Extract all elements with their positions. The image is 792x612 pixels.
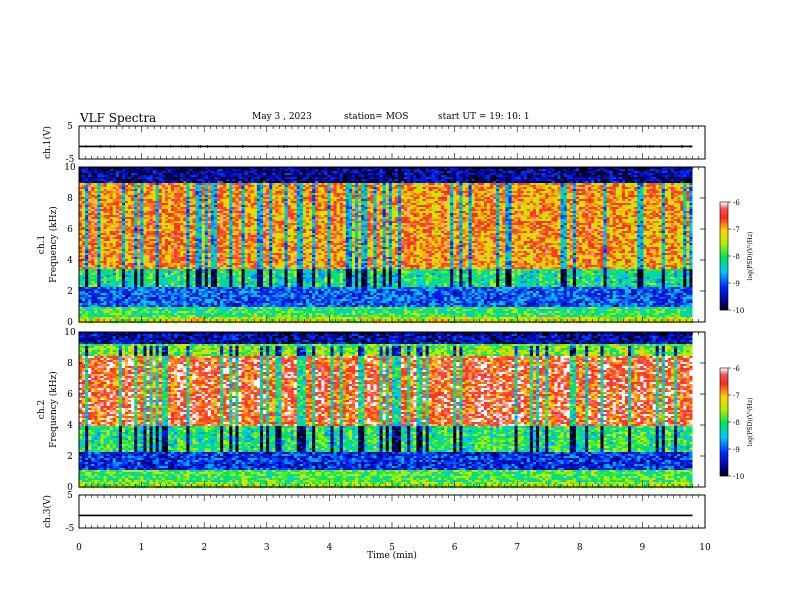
y-tick-label: 2 bbox=[67, 287, 73, 297]
y-tick-label: 8 bbox=[67, 194, 73, 204]
y-tick-label: 5 bbox=[67, 122, 73, 132]
channel-label: ch.1 bbox=[37, 235, 47, 254]
colorbar-label: log(PSD)(V²/Hz) bbox=[747, 232, 754, 281]
colorbar-tick-label: -10 bbox=[733, 473, 744, 481]
colorbar-label: log(PSD)(V²/Hz) bbox=[747, 398, 754, 447]
colorbar-tick-label: -8 bbox=[733, 419, 740, 427]
colorbar-tick-label: -9 bbox=[733, 446, 740, 454]
colorbar-tick-label: -10 bbox=[733, 307, 744, 315]
x-axis-label: Time (min) bbox=[367, 550, 417, 561]
x-tick-label: 0 bbox=[76, 543, 82, 553]
y-tick-label: 0 bbox=[67, 483, 73, 493]
y-tick-label: 8 bbox=[67, 359, 73, 369]
x-tick-label: 4 bbox=[327, 543, 333, 553]
spectrogram-image bbox=[79, 332, 693, 488]
x-tick-label: 2 bbox=[201, 543, 207, 553]
colorbar-tick-label: -7 bbox=[733, 226, 740, 234]
y-tick-label: 10 bbox=[64, 328, 76, 338]
y-axis-label: Frequency (kHz) bbox=[48, 206, 59, 283]
blank-region bbox=[692, 167, 705, 322]
y-tick-label: 6 bbox=[67, 390, 73, 400]
y-axis-label: ch.1(V) bbox=[42, 126, 53, 159]
y-axis-label: ch.3(V) bbox=[42, 495, 53, 528]
colorbar-gradient bbox=[720, 202, 728, 310]
colorbar-tick-label: -8 bbox=[733, 253, 740, 261]
colorbar-gradient bbox=[720, 368, 728, 476]
x-tick-label: 10 bbox=[699, 543, 711, 553]
y-tick-label: 2 bbox=[67, 452, 73, 462]
colorbar-tick-label: -6 bbox=[733, 199, 740, 207]
colorbar-tick-label: -6 bbox=[733, 365, 740, 373]
y-tick-label: 4 bbox=[67, 421, 73, 431]
x-tick-label: 1 bbox=[139, 543, 145, 553]
y-tick-label: -5 bbox=[66, 524, 75, 534]
y-tick-label: 6 bbox=[67, 225, 73, 235]
y-tick-label: 10 bbox=[64, 163, 76, 173]
blank-region bbox=[692, 332, 705, 487]
y-axis-label: Frequency (kHz) bbox=[48, 371, 59, 448]
spectrogram-image bbox=[79, 167, 693, 323]
x-tick-label: 9 bbox=[640, 543, 646, 553]
channel-label: ch.2 bbox=[37, 400, 47, 419]
colorbar-tick-label: -9 bbox=[733, 280, 740, 288]
x-tick-label: 6 bbox=[452, 543, 458, 553]
vlf-spectra-figure: 5-5ch.1(V)5-5ch.3(V)0246810ch.1 Frequency… bbox=[0, 0, 792, 612]
x-tick-label: 8 bbox=[577, 543, 583, 553]
x-tick-label: 7 bbox=[514, 543, 520, 553]
colorbar-tick-label: -7 bbox=[733, 392, 740, 400]
y-tick-label: 0 bbox=[67, 318, 73, 328]
y-tick-label: 4 bbox=[67, 256, 73, 266]
x-tick-label: 3 bbox=[264, 543, 270, 553]
